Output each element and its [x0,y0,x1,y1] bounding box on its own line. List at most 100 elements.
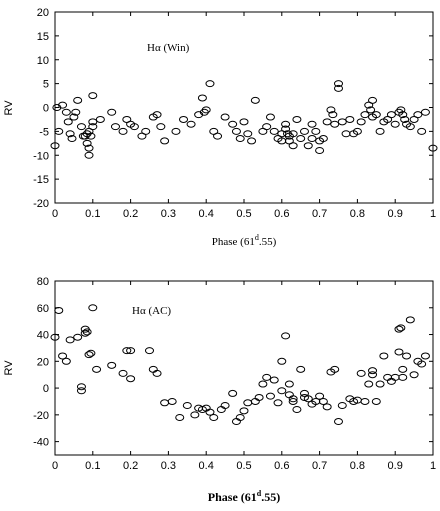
data-point [318,135,328,143]
data-point [201,106,211,114]
data-point [315,146,325,154]
data-point [80,329,90,337]
data-point [88,123,98,131]
data-point [258,380,268,388]
data-point [396,324,406,332]
data-point [67,135,77,143]
y-tick-label: 40 [37,330,49,342]
data-point [318,397,328,405]
data-point [118,127,128,135]
data-point [420,108,430,116]
data-point [288,397,298,405]
y-tick-label: 20 [37,356,49,368]
data-point [107,361,117,369]
data-point [118,369,128,377]
data-point [398,373,408,381]
data-point [371,397,381,405]
data-point [228,389,238,397]
data-point [175,414,185,422]
data-point [368,367,378,375]
data-point [311,127,321,135]
data-point [315,392,325,400]
data-point [239,118,249,126]
data-point [352,127,362,135]
data-point [337,401,347,409]
data-point [356,118,366,126]
data-point [86,132,96,140]
chart-panel-1: 0 0.1 0.2 0.3 0.4 0.5 0.6 0.7 0.8 0.9 1 20 15 10 5 0 -5 -… [3,7,438,248]
x-tick-label: 0.4 [199,460,214,472]
data-point [76,387,86,395]
y-tick-label: -5 [39,126,49,138]
x-tick-label: 0.7 [312,460,327,472]
data-point [281,120,291,128]
data-point [394,325,404,333]
data-point [58,352,68,360]
data-point [368,371,378,379]
data-point [156,123,166,131]
data-point [50,333,60,341]
data-point [341,130,351,138]
y-tick-label: 60 [37,303,49,315]
y-tick-label: 20 [37,7,49,19]
y-tick-label: -20 [33,410,49,422]
data-point [364,380,374,388]
data-point [269,376,279,384]
data-point [390,120,400,128]
data-point [141,127,151,135]
x-tick-label: 0 [52,208,58,220]
x-tick-label: 0.2 [123,208,138,220]
data-point [167,397,177,405]
data-point [247,137,257,145]
series-annotation: Hα (AC) [132,305,171,317]
data-point [299,127,309,135]
data-point [63,118,73,126]
data-point [73,96,83,104]
data-point [284,380,294,388]
data-point [281,332,291,340]
data-point [303,395,313,403]
x-tick-label: 1 [430,208,436,220]
data-point [288,130,298,138]
data-point [396,106,406,114]
data-point [379,352,389,360]
x-tick-label: 0.9 [388,460,403,472]
data-point [326,106,336,114]
data-point [88,304,98,312]
x-tick-label: 0.2 [123,460,138,472]
x-axis-label: Phase (61d.55) [208,489,280,504]
x-tick-label: 0.3 [161,460,176,472]
data-point [409,371,419,379]
data-point [375,380,385,388]
data-point [420,352,430,360]
x-tick-label: 0.8 [350,460,365,472]
data-point [386,111,396,119]
data-point [303,142,313,150]
data-point [405,316,415,324]
data-point [330,365,340,373]
series-annotation: Hα (Win) [147,42,190,54]
data-point [394,348,404,356]
data-point [402,352,412,360]
x-tick-label: 0.8 [350,208,365,220]
data-point [186,120,196,128]
data-point [228,120,238,128]
data-point [107,108,117,116]
y-tick-label: 0 [43,383,49,395]
data-point [126,347,136,355]
y-tick-label: -10 [33,150,49,162]
data-point [126,375,136,383]
data-point [417,360,427,368]
data-point [220,113,230,121]
data-point [152,369,162,377]
data-point [292,115,302,123]
data-point [58,101,68,109]
data-point [239,407,249,415]
data-point [265,113,275,121]
data-point [179,115,189,123]
data-point [152,111,162,119]
data-point [299,389,309,397]
data-point [405,123,415,131]
data-point [366,106,376,114]
data-point [328,111,338,119]
